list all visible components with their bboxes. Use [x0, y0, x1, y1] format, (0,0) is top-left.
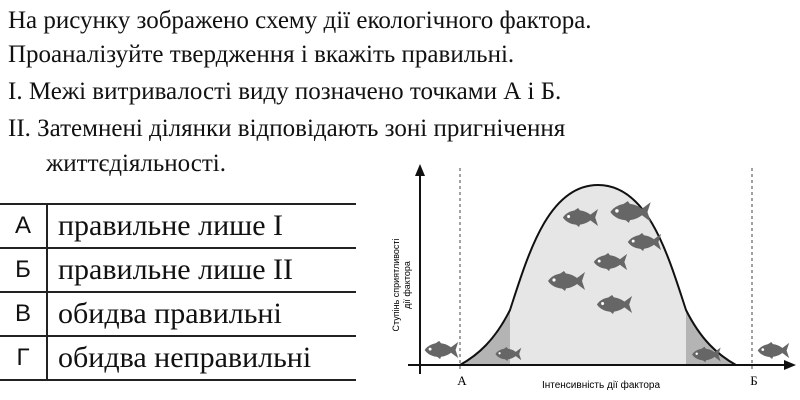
y-axis-label-line2: дії фактора — [402, 261, 412, 309]
statement-two-continued: життєдіяльності. — [46, 150, 226, 177]
answer-text: правильне лише І — [47, 203, 356, 249]
answer-letter: Г — [0, 335, 48, 381]
answer-letter: Б — [0, 247, 48, 293]
optimum-zone — [510, 185, 686, 365]
answer-text: обидва неправильні — [47, 335, 356, 381]
answer-text: обидва правильні — [47, 291, 356, 337]
answer-options-table: А правильне лише І Б правильне лише ІІ В… — [0, 203, 356, 381]
answer-option-b[interactable]: Б правильне лише ІІ — [0, 247, 356, 293]
answer-letter: А — [0, 203, 48, 249]
y-axis-label-line1: Ступінь сприятливості — [391, 238, 401, 331]
answer-option-h[interactable]: Г обидва неправильні — [0, 335, 356, 381]
statement-two: ІІ. Затемнені ділянки відповідають зоні … — [8, 115, 566, 142]
tolerance-curve — [459, 183, 737, 366]
question-line-task: Проаналізуйте твердження і вкажіть прави… — [8, 41, 515, 68]
point-b-label: Б — [750, 373, 757, 388]
stress-zone-left — [460, 310, 510, 365]
answer-letter: В — [0, 291, 48, 337]
fish-icon — [757, 342, 790, 359]
answer-text: правильне лише ІІ — [47, 247, 356, 293]
ecological-factor-diagram: Ступінь сприятливості дії фактора Інтенс… — [391, 164, 796, 391]
answer-option-v[interactable]: В обидва правильні — [0, 291, 356, 337]
x-axis-arrow — [784, 360, 796, 370]
y-axis-arrow — [415, 164, 425, 176]
statement-one: І. Межі витривалості виду позначено точк… — [8, 78, 562, 105]
x-axis-label: Інтенсивність дії фактора — [542, 379, 661, 391]
question-line-intro: На рисунку зображено схему дії екологічн… — [8, 7, 592, 34]
answer-option-a[interactable]: А правильне лише І — [0, 203, 356, 249]
point-a-label: А — [457, 373, 467, 388]
fish-icon — [424, 340, 459, 360]
